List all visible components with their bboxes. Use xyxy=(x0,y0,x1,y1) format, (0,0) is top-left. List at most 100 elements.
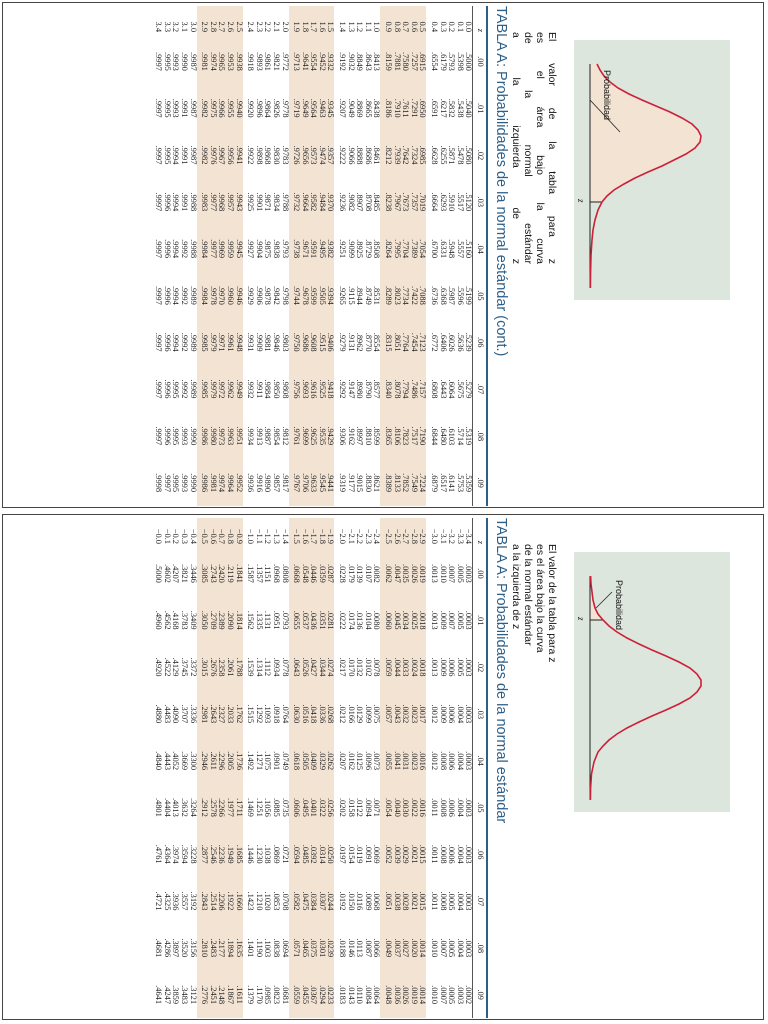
probability-cell: .0017 xyxy=(417,690,427,738)
probability-cell: .0029 xyxy=(400,830,410,878)
probability-cell: .1841 xyxy=(233,550,244,597)
probability-cell: .3121 xyxy=(188,985,198,1004)
probability-cell: .0495 xyxy=(300,783,310,831)
probability-cell: .0009 xyxy=(438,610,448,630)
probability-cell: .9767 xyxy=(288,459,301,506)
probability-cell: .2877 xyxy=(196,830,209,878)
probability-cell: .0005 xyxy=(455,563,465,583)
probability-cell: .0207 xyxy=(338,751,348,770)
probability-cell: .2236 xyxy=(216,830,226,878)
z-value: 1.1 xyxy=(363,21,373,32)
probability-cell: .0022 xyxy=(409,783,419,831)
probability-cell: .1539 xyxy=(246,657,256,677)
probability-cell: .9997 xyxy=(154,51,164,71)
probability-cell: .9996 xyxy=(162,379,172,399)
z-value: −0.7 xyxy=(216,518,226,550)
probability-cell: .9986 xyxy=(196,459,209,506)
probability-cell: .0094 xyxy=(363,797,373,817)
z-value: −2.4 xyxy=(372,528,382,544)
probability-cell: .1611 xyxy=(233,971,244,1018)
probability-cell: .0008 xyxy=(438,891,448,911)
probability-cell: .0073 xyxy=(372,751,382,770)
probability-cell: .1635 xyxy=(233,924,244,972)
probability-cell: .0026 xyxy=(409,550,419,597)
table-row: −0.5.3085.3050.3015.2981.2946.2912.2877.… xyxy=(196,518,209,1018)
probability-cell: .0035 xyxy=(400,550,410,597)
probability-cell: .9525 xyxy=(317,365,327,413)
probability-cell: .9920 xyxy=(246,98,256,118)
probability-cell: .9279 xyxy=(338,332,348,352)
probability-cell: .0233 xyxy=(325,971,336,1018)
probability-cell: .0004 xyxy=(455,797,465,817)
probability-cell: .0314 xyxy=(317,830,327,878)
z-value: −2.6 xyxy=(392,518,402,550)
probability-cell: .0052 xyxy=(380,830,393,878)
probability-cell: .1020 xyxy=(263,891,273,911)
probability-cell: .0003 xyxy=(464,610,474,630)
normal-curve-graph: Probabilidad z xyxy=(574,552,730,812)
probability-cell: .0006 xyxy=(447,751,457,770)
probability-cell: .0003 xyxy=(464,704,474,724)
probability-cell: .9726 xyxy=(288,131,301,179)
z-value: 0.7 xyxy=(400,6,410,38)
probability-cell: .3669 xyxy=(180,751,189,770)
probability-cell: .9988 xyxy=(188,192,198,212)
probability-cell: .2358 xyxy=(216,643,226,691)
probability-cell: .2389 xyxy=(216,596,226,644)
probability-cell: .9980 xyxy=(208,412,218,460)
probability-cell: .9686 xyxy=(300,318,310,366)
z-value: −1.0 xyxy=(246,528,256,544)
probability-cell: .9861 xyxy=(263,51,273,71)
probability-cell: .9131 xyxy=(346,332,356,352)
probability-cell: .0049 xyxy=(380,924,393,972)
probability-cell: .8508 xyxy=(372,239,382,258)
z-value: −2.2 xyxy=(355,528,365,544)
probability-cell: .0375 xyxy=(308,924,318,972)
probability-cell: .0329 xyxy=(317,737,327,784)
probability-cell: .9082 xyxy=(346,192,356,212)
probability-cell: .9616 xyxy=(308,365,318,413)
probability-cell: .2483 xyxy=(208,924,218,972)
table-row: 2.4 .9918 .9920 .9922 .9925 .9927 .9929 .9931 .9… xyxy=(243,6,255,506)
probability-cell: .0060 xyxy=(380,596,393,644)
probability-cell: .9798 xyxy=(280,285,290,305)
z-value: −2.7 xyxy=(400,518,410,550)
probability-cell: .9976 xyxy=(208,131,218,179)
table-row: −1.5.0668.0655.0643.0630.0618.0606.0594.… xyxy=(288,518,301,1018)
probability-cell: .0011 xyxy=(430,891,440,911)
probability-cell: .9918 xyxy=(246,51,256,71)
probability-cell: .9952 xyxy=(233,459,244,506)
probability-cell: .0015 xyxy=(417,877,427,925)
probability-cell: .4522 xyxy=(162,657,172,677)
probability-cell: .2676 xyxy=(208,643,218,691)
probability-cell: .9996 xyxy=(162,426,172,446)
probability-cell: .7704 xyxy=(400,225,410,272)
probability-cell: .0012 xyxy=(430,751,440,770)
probability-cell: .8830 xyxy=(363,473,373,492)
probability-cell: .3783 xyxy=(180,610,189,630)
probability-cell: .5279 xyxy=(464,379,474,399)
probability-cell: .0010 xyxy=(438,563,448,583)
description-line: de la normal estándar xyxy=(522,544,534,646)
probability-cell: .9911 xyxy=(254,379,264,399)
z-value: −0.6 xyxy=(208,518,218,550)
header-cell: .08 xyxy=(472,924,486,972)
probability-cell: .0158 xyxy=(346,797,356,817)
probability-cell: .7764 xyxy=(400,318,410,366)
probability-cell: .2061 xyxy=(225,643,235,691)
probability-cell: .8770 xyxy=(363,332,373,352)
probability-cell: .9713 xyxy=(288,38,301,85)
table-row: −1.4 .0808 .0793 .0778 .0764 .0749 .0735 .0721.… xyxy=(280,518,290,1018)
probability-cell: .4761 xyxy=(154,844,164,864)
probability-cell: .9973 xyxy=(216,412,226,460)
probability-cell: .4168 xyxy=(171,610,181,630)
probability-cell: .7454 xyxy=(409,318,419,366)
probability-cell: .3520 xyxy=(180,938,189,958)
z-value: 0.6 xyxy=(409,6,419,38)
z-value: −0.3 xyxy=(180,528,189,544)
probability-cell: .0047 xyxy=(392,550,402,597)
probability-cell: .1292 xyxy=(254,704,264,724)
probability-cell: .9251 xyxy=(338,239,348,258)
probability-cell: .1562 xyxy=(246,610,256,630)
probability-cell: .0007 xyxy=(447,563,457,583)
